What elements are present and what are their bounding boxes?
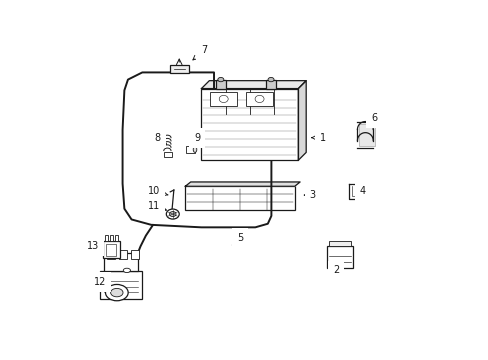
- Bar: [102, 241, 120, 258]
- Bar: [115, 234, 118, 241]
- Bar: [169, 65, 188, 73]
- Bar: [328, 241, 350, 246]
- Polygon shape: [185, 182, 300, 186]
- Ellipse shape: [110, 288, 123, 297]
- Bar: [186, 146, 195, 153]
- Bar: [105, 244, 116, 256]
- Text: 12: 12: [94, 277, 108, 287]
- Ellipse shape: [267, 77, 273, 82]
- Polygon shape: [201, 81, 305, 89]
- Text: 9: 9: [192, 133, 200, 143]
- Ellipse shape: [255, 95, 264, 103]
- Text: 7: 7: [192, 45, 207, 60]
- Text: 4: 4: [359, 186, 365, 197]
- Bar: [104, 234, 108, 241]
- Text: 3: 3: [304, 190, 315, 200]
- Ellipse shape: [123, 268, 130, 273]
- Bar: [100, 271, 142, 299]
- Bar: [265, 80, 276, 89]
- Bar: [131, 251, 139, 260]
- Text: 5: 5: [232, 233, 243, 245]
- Bar: [246, 92, 273, 106]
- Text: 2: 2: [331, 265, 338, 275]
- Bar: [210, 92, 237, 106]
- Bar: [104, 253, 138, 271]
- Ellipse shape: [219, 95, 228, 103]
- Text: 10: 10: [148, 186, 167, 197]
- Text: 8: 8: [154, 133, 166, 144]
- Bar: [163, 152, 171, 157]
- Bar: [119, 251, 126, 260]
- Text: 11: 11: [148, 201, 166, 211]
- Ellipse shape: [193, 147, 196, 152]
- Bar: [109, 234, 113, 241]
- Text: 1: 1: [311, 133, 325, 143]
- Polygon shape: [298, 81, 305, 160]
- Bar: [359, 125, 375, 145]
- Text: 6: 6: [370, 113, 377, 123]
- Bar: [326, 246, 352, 268]
- Ellipse shape: [105, 284, 128, 301]
- Ellipse shape: [166, 209, 179, 219]
- Bar: [201, 89, 298, 160]
- Bar: [106, 251, 115, 260]
- Bar: [185, 186, 294, 211]
- Ellipse shape: [217, 77, 224, 82]
- Bar: [215, 80, 225, 89]
- Text: 13: 13: [87, 241, 100, 251]
- Ellipse shape: [169, 212, 176, 217]
